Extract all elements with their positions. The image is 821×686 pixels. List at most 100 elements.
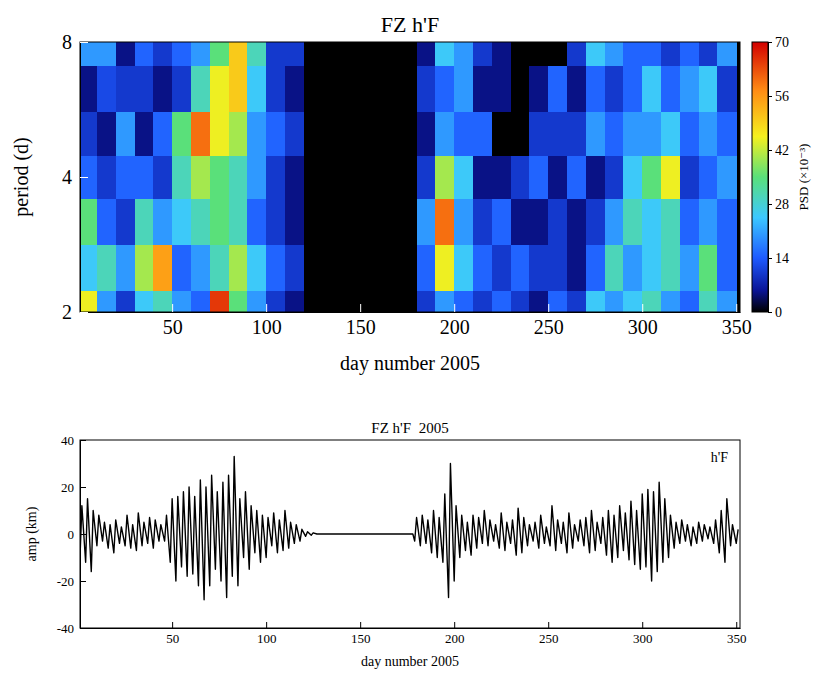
- cell: [153, 245, 172, 291]
- tick-mark: [768, 204, 772, 205]
- cell: [80, 111, 98, 156]
- cell: [473, 65, 492, 111]
- axis-line: [81, 628, 741, 629]
- cell: [285, 65, 304, 111]
- cell: [341, 290, 360, 312]
- cell: [97, 42, 116, 66]
- cell: [454, 155, 473, 199]
- cell: [266, 155, 285, 199]
- cell: [661, 42, 680, 66]
- cell: [548, 199, 567, 245]
- cell: [398, 155, 417, 199]
- cell: [511, 111, 530, 156]
- cell: [341, 42, 360, 66]
- cell: [680, 111, 699, 156]
- tick-mark: [642, 304, 643, 312]
- cell: [360, 245, 379, 291]
- cell: [135, 65, 154, 111]
- cell: [247, 111, 266, 156]
- cell: [285, 155, 304, 199]
- tick-label: 250: [534, 316, 564, 338]
- cell: [116, 199, 135, 245]
- cell: [511, 290, 530, 312]
- tick-mark: [80, 177, 88, 178]
- cell: [417, 155, 436, 199]
- cell: [642, 65, 661, 111]
- cell: [642, 199, 661, 245]
- cell: [548, 245, 567, 291]
- cell: [285, 42, 304, 66]
- tick: 14: [768, 251, 789, 266]
- cell: [586, 65, 605, 111]
- cell: [191, 65, 210, 111]
- cell: [623, 155, 642, 199]
- cell: [398, 199, 417, 245]
- cell: [661, 290, 680, 312]
- cell: [435, 155, 454, 199]
- cell: [379, 111, 398, 156]
- tick: 100: [252, 304, 282, 338]
- cell: [266, 199, 285, 245]
- cell: [492, 245, 511, 291]
- cell: [97, 111, 116, 156]
- cell: [454, 42, 473, 66]
- cell: [567, 42, 586, 66]
- cell: [285, 290, 304, 312]
- cell: [80, 199, 98, 245]
- cell: [548, 290, 567, 312]
- tick-label: 300: [633, 631, 653, 646]
- cell: [623, 245, 642, 291]
- cell: [492, 199, 511, 245]
- cell: [172, 42, 191, 66]
- cell: [717, 65, 736, 111]
- cell: [210, 65, 229, 111]
- cell: [323, 155, 342, 199]
- cell: [623, 199, 642, 245]
- cell: [135, 199, 154, 245]
- tick: 250: [534, 304, 564, 338]
- tick-label: -20: [57, 574, 74, 589]
- cell: [379, 42, 398, 66]
- cell: [605, 290, 624, 312]
- cell: [153, 155, 172, 199]
- tick-label: 70: [775, 35, 789, 50]
- cell: [529, 290, 548, 312]
- tick-label: 150: [351, 631, 371, 646]
- cell: [680, 65, 699, 111]
- tick-mark: [80, 534, 86, 535]
- tick-label: 300: [628, 316, 658, 338]
- cell: [398, 42, 417, 66]
- cell: [623, 290, 642, 312]
- tick: 42: [768, 143, 789, 158]
- tick-label: 200: [445, 631, 465, 646]
- tick-mark: [768, 258, 772, 259]
- cell: [454, 199, 473, 245]
- cell: [210, 199, 229, 245]
- tick-mark: [768, 150, 772, 151]
- tick-mark: [172, 304, 173, 312]
- cell: [135, 111, 154, 156]
- tick-label: 100: [252, 316, 282, 338]
- cell: [172, 155, 191, 199]
- cell: [172, 65, 191, 111]
- cell: [229, 245, 248, 291]
- cell: [417, 65, 436, 111]
- cell: [623, 111, 642, 156]
- cell: [153, 65, 172, 111]
- cell: [717, 111, 736, 156]
- tick-label: 8: [62, 31, 72, 53]
- cell: [247, 65, 266, 111]
- x-axis: 50100150200250300350: [81, 622, 747, 646]
- x-axis: 50100150200250300350: [81, 304, 752, 338]
- cell: [605, 155, 624, 199]
- cell: [642, 42, 661, 66]
- cell: [473, 199, 492, 245]
- cell: [116, 290, 135, 312]
- cell: [623, 65, 642, 111]
- cell: [492, 111, 511, 156]
- cell: [172, 199, 191, 245]
- cell: [229, 199, 248, 245]
- cell: [341, 111, 360, 156]
- cell: [229, 111, 248, 156]
- cell: [341, 155, 360, 199]
